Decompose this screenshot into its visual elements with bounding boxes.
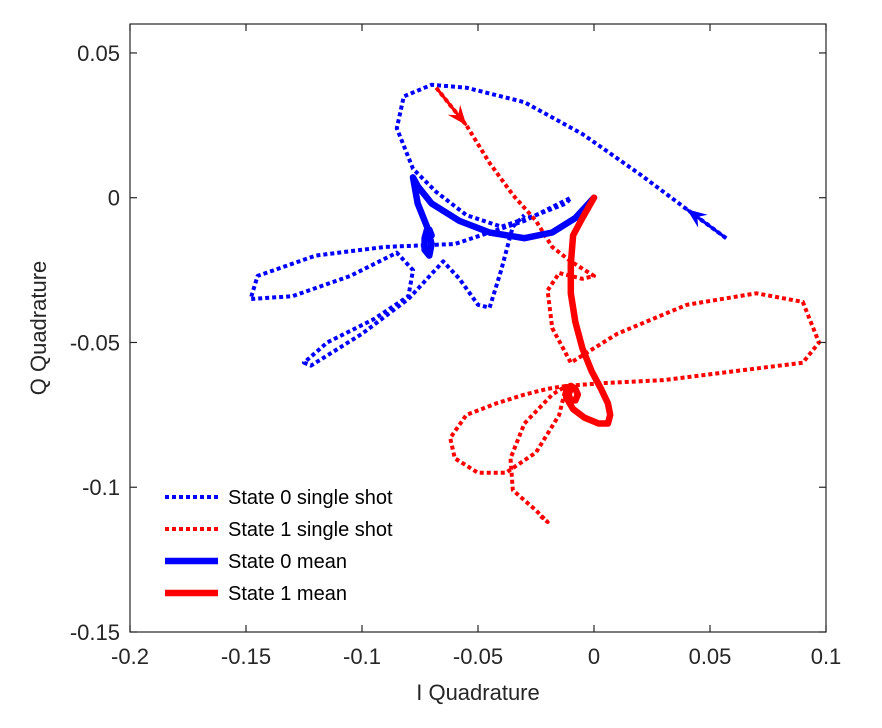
y-tick-label: -0.15 [70,620,120,645]
plot-background [130,24,826,632]
x-tick-label: 0.05 [689,644,732,669]
series-0-single-shot-arrow-head [686,209,708,228]
series-2-mean-line [409,174,598,259]
y-axis: -0.15 -0.1 -0.05 0 0.05 [70,41,826,645]
legend-label: State 0 mean [228,551,347,573]
series-3-mean-line [562,194,614,427]
legend-label: State 1 single shot [228,519,393,541]
x-tick-label: -0.1 [343,644,381,669]
x-tick-label: -0.05 [453,644,503,669]
y-tick-label: 0 [108,186,120,211]
y-tick-label: 0.05 [77,41,120,66]
y-tick-label: -0.1 [82,475,120,500]
legend: State 0 single shot State 1 single shot St… [165,487,393,605]
y-axis-title: Q Quadrature [26,261,51,396]
x-tick-label: -0.2 [111,644,149,669]
x-axis: -0.2 -0.15 -0.1 -0.05 0 0.05 0.1 [111,24,841,669]
series-1-single-shot-arrow-head [447,104,467,126]
x-axis-title: I Quadrature [416,680,540,705]
y-tick-label: -0.05 [70,330,120,355]
legend-label: State 1 mean [228,583,347,605]
x-tick-label: 0.1 [811,644,842,669]
x-tick-label: -0.15 [221,644,271,669]
x-tick-label: 0 [588,644,600,669]
legend-label: State 0 single shot [228,487,393,509]
series-layer [248,82,821,524]
series-0-single-shot-line [248,82,728,368]
